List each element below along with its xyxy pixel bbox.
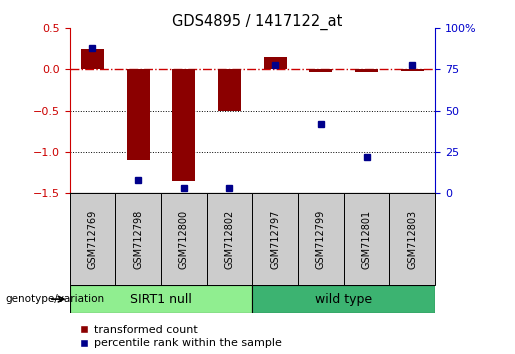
Bar (355, 69, 378, 72)
Text: GSM712800: GSM712800 (179, 209, 189, 269)
Bar (389, 193, 435, 285)
Bar (127, 69, 149, 160)
Text: wild type: wild type (315, 293, 372, 306)
Bar (81, 49, 104, 69)
Text: SIRT1 null: SIRT1 null (130, 293, 192, 306)
Text: GSM712802: GSM712802 (225, 209, 234, 269)
Bar (298, 193, 344, 285)
Bar (161, 193, 207, 285)
Bar (207, 193, 252, 285)
Text: GSM712798: GSM712798 (133, 209, 143, 269)
Text: GSM712803: GSM712803 (407, 209, 417, 269)
Text: GSM712799: GSM712799 (316, 209, 326, 269)
Bar (218, 69, 241, 110)
Text: GSM712769: GSM712769 (88, 209, 97, 269)
Bar (70, 193, 115, 285)
Text: GDS4895 / 1417122_at: GDS4895 / 1417122_at (173, 14, 342, 30)
Bar (264, 57, 287, 69)
Bar (401, 69, 424, 71)
Bar (310, 69, 332, 72)
Bar (173, 69, 195, 181)
Bar (70, 285, 252, 313)
Text: genotype/variation: genotype/variation (5, 294, 104, 304)
Text: GSM712797: GSM712797 (270, 209, 280, 269)
Bar (252, 285, 435, 313)
Bar (115, 193, 161, 285)
Bar (252, 193, 298, 285)
Legend: transformed count, percentile rank within the sample: transformed count, percentile rank withi… (75, 321, 286, 353)
Text: GSM712801: GSM712801 (362, 209, 372, 269)
Bar (344, 193, 389, 285)
